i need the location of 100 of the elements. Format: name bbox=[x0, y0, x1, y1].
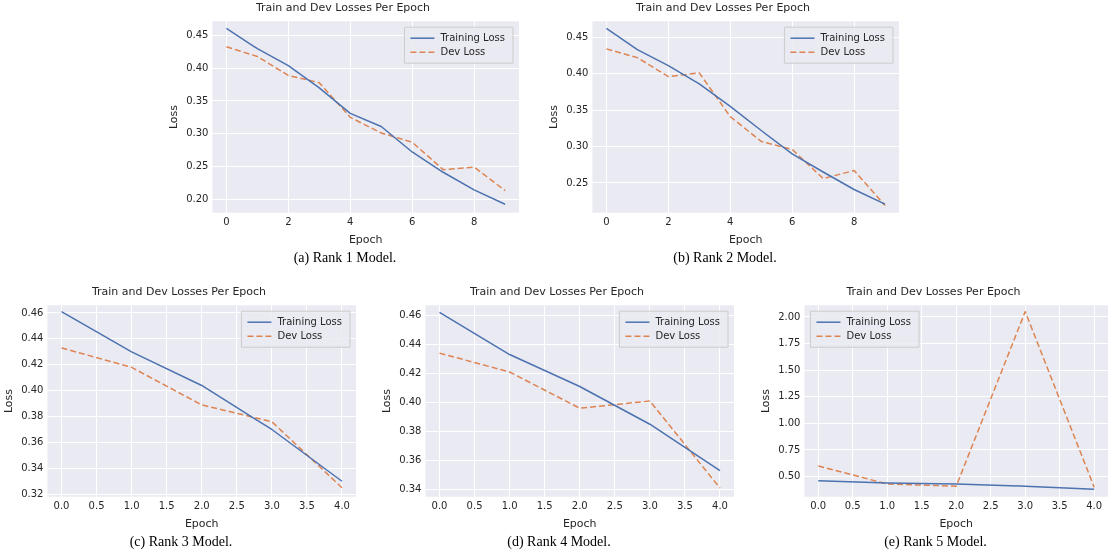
x-tick-label: 8 bbox=[470, 216, 478, 228]
line-series bbox=[225, 45, 506, 192]
y-tick-label: 0.20 bbox=[186, 192, 209, 204]
x-axis-title: Epoch bbox=[348, 233, 383, 247]
line-series bbox=[60, 347, 343, 489]
y-tick-label: 0.34 bbox=[21, 461, 44, 473]
x-tick-label: 8 bbox=[850, 216, 858, 228]
line-series bbox=[817, 310, 1095, 488]
y-tick-label: 0.30 bbox=[186, 127, 209, 139]
legend-label: Training Loss bbox=[276, 315, 343, 327]
y-tick-label: 0.50 bbox=[778, 470, 801, 482]
x-tick-label: 6 bbox=[408, 216, 416, 228]
x-tick-label: 1.0 bbox=[879, 500, 896, 512]
x-axis-title: Epoch bbox=[562, 517, 597, 531]
y-tick-label: 0.40 bbox=[566, 67, 589, 79]
y-axis-title: Loss bbox=[167, 104, 181, 130]
y-tick-label: 0.44 bbox=[21, 332, 44, 344]
text: (a) Rank 1 Model. bbox=[292, 250, 398, 266]
x-tick-label: 3.0 bbox=[1017, 500, 1034, 512]
x-tick-label: 0.0 bbox=[810, 500, 827, 512]
line-series bbox=[438, 352, 721, 489]
legend-label: Dev Loss bbox=[440, 45, 486, 57]
y-tick-label: 0.40 bbox=[21, 384, 44, 396]
text: (d) Rank 4 Model. bbox=[506, 534, 612, 550]
y-axis-title: Loss bbox=[759, 388, 773, 414]
y-tick-label: 0.35 bbox=[186, 94, 209, 106]
y-axis-title: Loss bbox=[2, 388, 16, 414]
x-tick-label: 0 bbox=[603, 216, 610, 228]
y-tick-label: 1.50 bbox=[778, 363, 801, 375]
x-tick-label: 3.5 bbox=[676, 500, 693, 512]
chart-title: Train and Dev Losses Per Epoch bbox=[90, 285, 267, 299]
x-tick-label: 2.5 bbox=[606, 500, 623, 512]
y-tick-label: 0.34 bbox=[399, 483, 422, 495]
x-tick-label: 2.0 bbox=[571, 500, 588, 512]
legend-label: Training Loss bbox=[845, 315, 912, 327]
x-axis-title: Epoch bbox=[939, 517, 974, 531]
legend-label: Dev Loss bbox=[655, 329, 701, 341]
y-tick-label: 0.30 bbox=[566, 140, 589, 152]
y-tick-label: 0.35 bbox=[566, 103, 589, 115]
y-tick-label: 0.25 bbox=[186, 159, 209, 171]
x-tick-label: 3.5 bbox=[298, 500, 315, 512]
x-tick-label: 2.0 bbox=[193, 500, 210, 512]
x-tick-label: 2 bbox=[665, 216, 672, 228]
y-tick-label: 0.45 bbox=[566, 30, 589, 42]
y-tick-label: 0.46 bbox=[399, 308, 422, 320]
y-tick-label: 1.75 bbox=[778, 337, 801, 349]
y-tick-label: 0.32 bbox=[21, 487, 44, 499]
y-tick-label: 0.44 bbox=[399, 337, 422, 349]
y-tick-label: 0.42 bbox=[21, 358, 44, 370]
x-tick-label: 1.0 bbox=[501, 500, 518, 512]
y-tick-label: 0.36 bbox=[399, 454, 422, 466]
y-tick-label: 0.38 bbox=[21, 410, 44, 422]
x-tick-label: 4.0 bbox=[1086, 500, 1103, 512]
x-axis-title: Epoch bbox=[184, 517, 219, 531]
y-tick-label: 0.75 bbox=[778, 443, 801, 455]
chart-title: Train and Dev Losses Per Epoch bbox=[634, 1, 811, 15]
x-tick-label: 0 bbox=[223, 216, 230, 228]
x-tick-label: 4.0 bbox=[334, 500, 350, 512]
text: (c) Rank 3 Model. bbox=[128, 534, 234, 550]
x-axis-title: Epoch bbox=[728, 233, 763, 247]
x-tick-label: 1.5 bbox=[913, 500, 930, 512]
y-tick-label: 0.40 bbox=[399, 396, 422, 408]
text: (e) Rank 5 Model. bbox=[883, 534, 988, 550]
y-tick-label: 0.25 bbox=[566, 176, 589, 188]
y-tick-label: 0.42 bbox=[399, 367, 422, 379]
x-tick-label: 2.5 bbox=[982, 500, 999, 512]
chart-title: Train and Dev Losses Per Epoch bbox=[254, 1, 431, 15]
x-tick-label: 2.5 bbox=[228, 500, 245, 512]
chart-title: Train and Dev Losses Per Epoch bbox=[468, 285, 645, 299]
x-tick-label: 1.0 bbox=[123, 500, 140, 512]
x-tick-label: 0.5 bbox=[844, 500, 861, 512]
x-tick-label: 6 bbox=[788, 216, 796, 228]
y-tick-label: 0.46 bbox=[21, 306, 44, 318]
x-tick-label: 0.0 bbox=[431, 500, 448, 512]
chart-title: Train and Dev Losses Per Epoch bbox=[845, 285, 1021, 299]
x-tick-label: 3.0 bbox=[263, 500, 280, 512]
x-tick-label: 4 bbox=[347, 216, 354, 228]
x-tick-label: 0.5 bbox=[466, 500, 483, 512]
legend-label: Training Loss bbox=[654, 315, 721, 327]
y-axis-title: Loss bbox=[547, 104, 561, 130]
legend-label: Training Loss bbox=[819, 31, 886, 43]
legend-label: Dev Loss bbox=[820, 45, 866, 57]
y-tick-label: 0.45 bbox=[186, 29, 209, 41]
x-tick-label: 3.5 bbox=[1051, 500, 1068, 512]
y-tick-label: 0.38 bbox=[399, 425, 422, 437]
x-tick-label: 1.5 bbox=[158, 500, 175, 512]
x-tick-label: 3.0 bbox=[641, 500, 658, 512]
y-axis-title: Loss bbox=[380, 388, 394, 414]
legend-label: Training Loss bbox=[439, 31, 506, 43]
y-tick-label: 1.25 bbox=[778, 390, 801, 402]
y-tick-label: 1.00 bbox=[778, 416, 801, 428]
y-tick-label: 0.40 bbox=[186, 61, 209, 73]
legend-label: Dev Loss bbox=[846, 329, 892, 341]
x-tick-label: 0.5 bbox=[88, 500, 105, 512]
x-tick-label: 2.0 bbox=[948, 500, 965, 512]
y-tick-label: 2.00 bbox=[778, 310, 801, 322]
legend-label: Dev Loss bbox=[277, 329, 323, 341]
x-tick-label: 0.0 bbox=[53, 500, 70, 512]
x-tick-label: 4 bbox=[727, 216, 734, 228]
x-tick-label: 1.5 bbox=[536, 500, 553, 512]
